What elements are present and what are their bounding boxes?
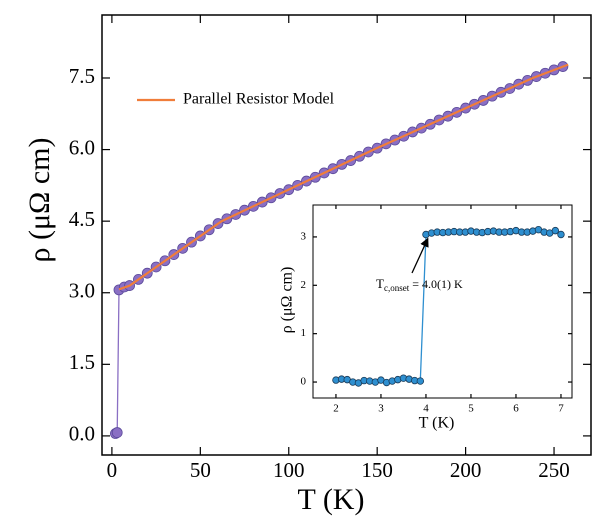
x-tick-label: 100 xyxy=(273,458,305,482)
x-tick-label: 7 xyxy=(558,403,564,415)
y-tick-label: 3.0 xyxy=(69,279,95,303)
y-tick-label: 1.5 xyxy=(69,350,95,374)
x-tick-label: 4 xyxy=(423,403,429,415)
series-line xyxy=(118,63,569,291)
y-tick-label: 6.0 xyxy=(69,135,95,159)
plot-area xyxy=(312,204,573,399)
x-tick-label: 200 xyxy=(450,458,482,482)
data-point xyxy=(111,427,123,438)
annotation: Tc,onset = 4.0(1) K xyxy=(376,276,463,293)
annotation-sub: c,onset xyxy=(384,283,410,293)
annotation-arrow xyxy=(411,237,429,274)
x-tick-label: 3 xyxy=(378,403,384,415)
y-tick-label: 4.5 xyxy=(69,207,95,231)
legend-label: Parallel Resistor Model xyxy=(183,91,335,108)
x-tick-label: 6 xyxy=(513,403,519,415)
x-axis-label: T (K) xyxy=(419,415,455,432)
x-tick-label: 250 xyxy=(538,458,570,482)
x-tick-label: 5 xyxy=(468,403,474,415)
y-tick-label: 1 xyxy=(301,327,307,339)
data-point xyxy=(551,226,560,235)
x-tick-label: 2 xyxy=(333,403,339,415)
y-axis-label: ρ (μΩ cm) xyxy=(23,138,56,263)
x-tick-label: 150 xyxy=(361,458,393,482)
x-axis-label: T (K) xyxy=(298,483,365,516)
data-point xyxy=(416,377,425,385)
inset: 2 3 4 5 6 7 0 1 2 3 T (K) ρ (μΩ cm) Tc,onset = 4.0(1… xyxy=(279,204,573,432)
y-tick-label: 7.5 xyxy=(69,64,95,88)
y-tick-label: 0 xyxy=(301,376,307,388)
annotation-main: T xyxy=(376,276,384,291)
data-point xyxy=(557,230,565,239)
y-axis-label: ρ (μΩ cm) xyxy=(279,267,296,334)
annotation-rest: = 4.0(1) K xyxy=(409,277,463,291)
x-tick-label: 50 xyxy=(190,458,211,482)
y-tick-label: 2 xyxy=(301,279,307,291)
y-tick-label: 0.0 xyxy=(69,422,95,446)
y-tick-label: 3 xyxy=(301,230,307,242)
x-tick-label: 0 xyxy=(107,458,118,482)
